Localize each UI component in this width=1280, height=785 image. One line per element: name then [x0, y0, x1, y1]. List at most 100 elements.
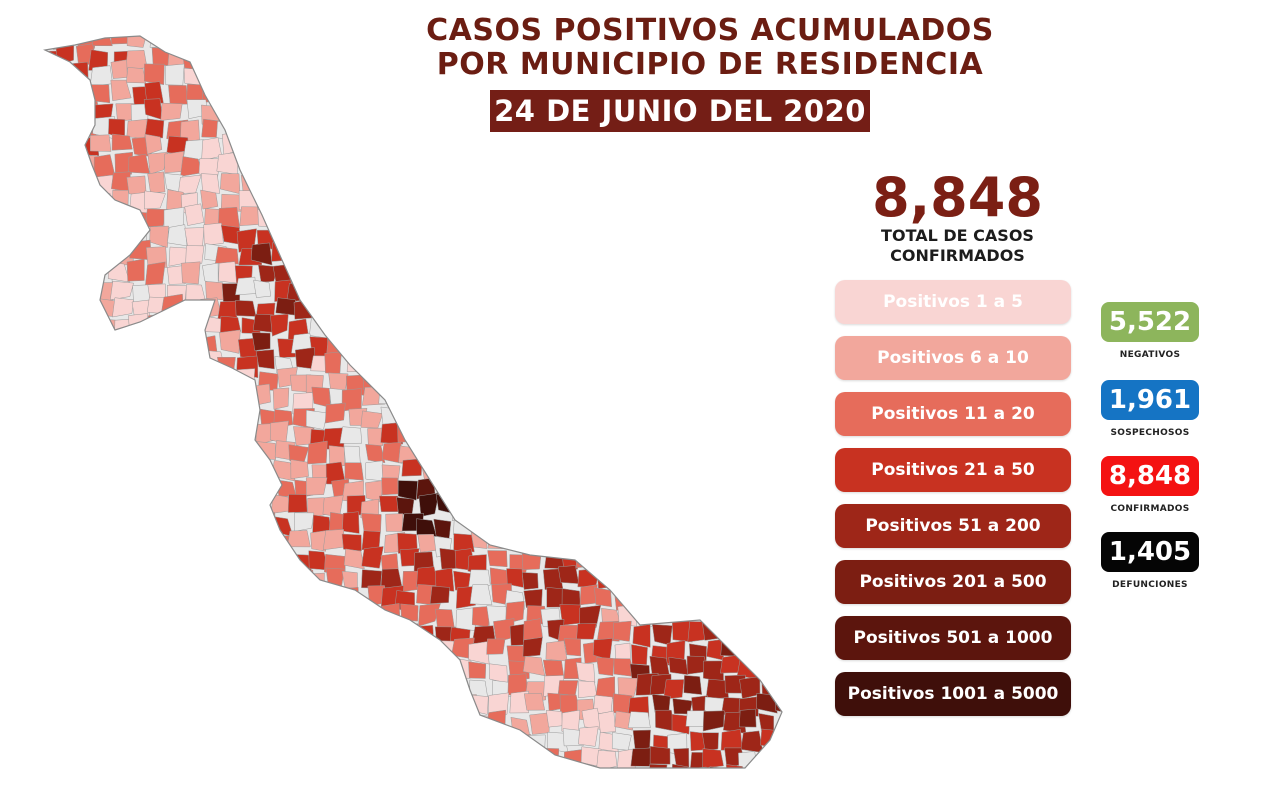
municipality [58, 481, 79, 502]
municipality [546, 102, 566, 124]
municipality [331, 714, 351, 736]
municipality [294, 512, 315, 532]
municipality [364, 762, 382, 768]
municipality [450, 386, 473, 406]
municipality [343, 548, 365, 570]
municipality [741, 644, 762, 663]
municipality [45, 357, 58, 379]
municipality [45, 36, 56, 49]
municipality [196, 711, 220, 736]
municipality [577, 36, 596, 49]
municipality [507, 279, 528, 303]
municipality [151, 549, 172, 570]
municipality [490, 264, 515, 288]
municipality [469, 584, 493, 606]
municipality [249, 156, 273, 178]
municipality [79, 339, 99, 360]
municipality [665, 548, 685, 572]
municipality [267, 676, 289, 697]
municipality [111, 354, 131, 375]
municipality [721, 554, 741, 577]
municipality [91, 210, 113, 229]
municipality [523, 192, 543, 213]
municipality [91, 464, 111, 484]
municipality [272, 764, 292, 768]
municipality [379, 644, 399, 663]
municipality [744, 36, 764, 50]
municipality [180, 494, 200, 513]
municipality [235, 300, 257, 317]
municipality [164, 457, 184, 480]
municipality [114, 407, 133, 429]
municipality [237, 679, 256, 700]
municipality [796, 177, 815, 196]
municipality [273, 117, 293, 136]
municipality [744, 265, 766, 285]
municipality [708, 354, 726, 374]
municipality [399, 295, 422, 318]
municipality [539, 173, 562, 195]
total-cases-number: 8,848 [872, 166, 1043, 229]
municipality [579, 498, 600, 519]
municipality [292, 84, 312, 105]
municipality [202, 50, 222, 71]
legend-item-1001-5000: Positivos 1001 a 5000 [835, 672, 1071, 716]
municipality [90, 407, 111, 425]
municipality [758, 139, 782, 161]
municipality [798, 447, 819, 466]
municipality [522, 78, 543, 102]
municipality [379, 680, 402, 698]
municipality [235, 605, 260, 628]
municipality [723, 46, 744, 68]
municipality [468, 312, 492, 336]
municipality [257, 99, 278, 120]
municipality [185, 36, 206, 47]
municipality [523, 748, 545, 766]
municipality [632, 46, 652, 69]
municipality [449, 103, 470, 123]
municipality [742, 354, 762, 376]
municipality [89, 530, 113, 554]
municipality [378, 349, 401, 372]
municipality [472, 423, 491, 446]
municipality [144, 626, 167, 645]
municipality [142, 388, 164, 410]
municipality [148, 732, 167, 751]
municipality [221, 697, 243, 716]
municipality [109, 584, 132, 605]
municipality [563, 314, 585, 334]
municipality [780, 424, 782, 441]
municipality [759, 477, 780, 497]
legend-label: Positivos 501 a 1000 [853, 628, 1053, 648]
municipality [432, 151, 453, 175]
municipality [179, 604, 201, 625]
municipality [430, 36, 455, 46]
municipality [381, 175, 403, 197]
municipality [130, 513, 154, 538]
municipality [742, 428, 766, 450]
municipality [595, 81, 615, 103]
municipality [403, 353, 425, 375]
municipality [558, 119, 580, 139]
municipality [239, 534, 262, 554]
municipality [579, 605, 602, 628]
municipality [759, 350, 779, 372]
municipality [110, 280, 134, 301]
municipality [776, 248, 782, 269]
municipality [166, 584, 187, 604]
municipality [725, 102, 749, 122]
municipality [521, 101, 546, 123]
municipality [563, 638, 582, 657]
legend-label: Positivos 6 a 10 [877, 348, 1029, 368]
municipality [200, 408, 220, 431]
municipality [670, 477, 691, 499]
municipality [75, 247, 97, 266]
municipality [793, 298, 813, 315]
municipality [793, 462, 810, 482]
legend-item-6-10: Positivos 6 a 10 [835, 336, 1071, 380]
municipality [150, 339, 172, 356]
municipality [795, 478, 816, 498]
municipality [650, 390, 669, 414]
legend-label: Positivos 1 a 5 [883, 292, 1023, 312]
municipality [796, 82, 817, 104]
